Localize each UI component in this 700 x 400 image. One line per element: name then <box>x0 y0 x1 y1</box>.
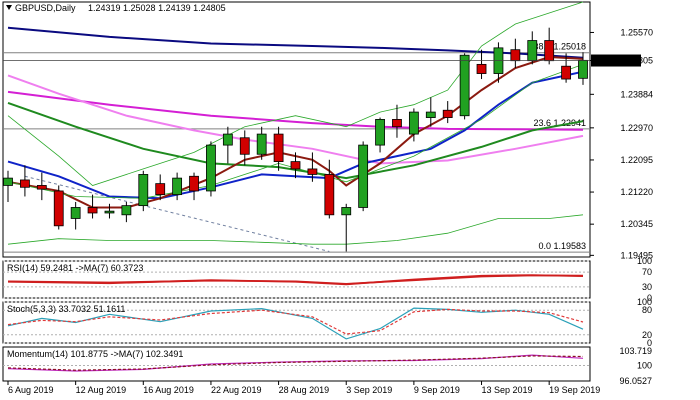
line-ma_navy <box>7 26 584 59</box>
candle-body <box>578 59 588 79</box>
fib-label: 0.0 1.19583 <box>538 241 586 251</box>
x-tick-label: 28 Aug 2019 <box>279 385 330 395</box>
stochastic-ytick-label: 0 <box>647 338 652 348</box>
price-ytick-label: 1.23884 <box>620 89 653 99</box>
candle-body <box>290 161 301 170</box>
candle-body <box>70 207 81 219</box>
candle-body <box>138 174 149 207</box>
candle-body <box>341 207 352 216</box>
candle-body <box>375 119 385 146</box>
candle-body <box>324 174 335 216</box>
panel-frame-rsi <box>2 260 591 299</box>
stochastic-ytick-label: 80 <box>642 305 652 315</box>
x-tick-label: 3 Sep 2019 <box>346 385 392 395</box>
trend-line <box>24 175 330 252</box>
price-ytick-label: 1.20345 <box>620 219 653 229</box>
candle-body <box>476 63 487 74</box>
line-ma_blue <box>7 70 584 200</box>
panel-frame-momentum <box>2 346 591 382</box>
candle-body <box>527 40 538 62</box>
price-ytick-label: 1.25570 <box>620 27 653 37</box>
line-ma_magenta <box>7 90 584 131</box>
price-ytick-label: 1.22095 <box>620 155 653 165</box>
momentum-ytick-label: 96.0527 <box>619 376 652 386</box>
candle-body <box>392 119 402 128</box>
chevron-down-icon <box>6 5 12 10</box>
candle-body <box>36 185 47 190</box>
candle-body <box>408 111 419 135</box>
candle-body <box>53 190 64 227</box>
candle-body <box>20 179 30 188</box>
symbol-label: GBPUSD,Daily <box>15 3 76 13</box>
x-tick-label: 19 Sep 2019 <box>549 385 600 395</box>
rsi-title: RSI(14) 59.2481 ->MA(7) 60.3723 <box>7 263 143 273</box>
price-ytick-label: 1.19495 <box>620 250 653 260</box>
current-price-label: 1.24805 <box>595 56 628 66</box>
candle-body <box>206 144 216 192</box>
rsi-ytick-label: 100 <box>637 256 652 266</box>
candle-body <box>561 65 571 80</box>
stochastic-ytick-label: 100 <box>637 297 652 307</box>
momentum-series-1 <box>7 355 584 371</box>
rsi-ytick-label: 70 <box>642 267 652 277</box>
line-bollinger_upper <box>7 1 584 186</box>
candle-body <box>172 177 183 196</box>
candle-body <box>425 111 436 118</box>
line-bollinger_lower <box>7 214 584 245</box>
x-tick-label: 12 Aug 2019 <box>76 385 127 395</box>
candle-body <box>307 168 318 175</box>
stochastic-title: Stoch(5,3,3) 33.7032 51.1611 <box>7 304 125 314</box>
fib-label: 38.2 1.25018 <box>533 42 586 52</box>
candle-body <box>442 109 453 118</box>
candle-body <box>121 205 132 216</box>
momentum-title: Momentum(14) 101.8775 ->MA(7) 102.3491 <box>7 349 183 359</box>
momentum-ytick-label: 100 <box>637 361 652 371</box>
fib-label: 23.6 1.22941 <box>533 118 586 128</box>
candle-body <box>87 207 98 214</box>
x-tick-label: 6 Aug 2019 <box>8 385 54 395</box>
x-tick-label: 13 Sep 2019 <box>482 385 533 395</box>
stochastic-series-1 <box>7 308 584 335</box>
rsi-series-1 <box>7 274 584 285</box>
candle-body <box>256 133 267 155</box>
candle-body <box>222 133 233 146</box>
price-ytick-label: 1.21220 <box>620 187 653 197</box>
candle-body <box>273 133 284 163</box>
ohlc-label: 1.24319 1.25028 1.24139 1.24805 <box>88 3 226 13</box>
current-price-tag <box>591 54 641 67</box>
line-ma_darkred <box>7 55 584 209</box>
candle-body <box>510 49 521 62</box>
x-tick-label: 9 Sep 2019 <box>414 385 460 395</box>
candle-body <box>3 177 13 186</box>
candle-body <box>189 175 199 192</box>
candle-body <box>239 137 250 155</box>
rsi-ytick-label: 0 <box>647 293 652 303</box>
price-ytick-label: 1.22970 <box>620 123 653 133</box>
x-tick-label: 16 Aug 2019 <box>143 385 194 395</box>
candle-body <box>155 183 166 196</box>
candle-body <box>358 144 369 208</box>
x-tick-label: 22 Aug 2019 <box>211 385 262 395</box>
candle-body <box>104 210 115 214</box>
momentum-ytick-label: 103.719 <box>619 346 652 356</box>
stochastic-ytick-label: 20 <box>642 330 652 340</box>
rsi-ytick-label: 30 <box>642 282 652 292</box>
candle-body <box>544 40 555 62</box>
candle-body <box>459 54 470 117</box>
